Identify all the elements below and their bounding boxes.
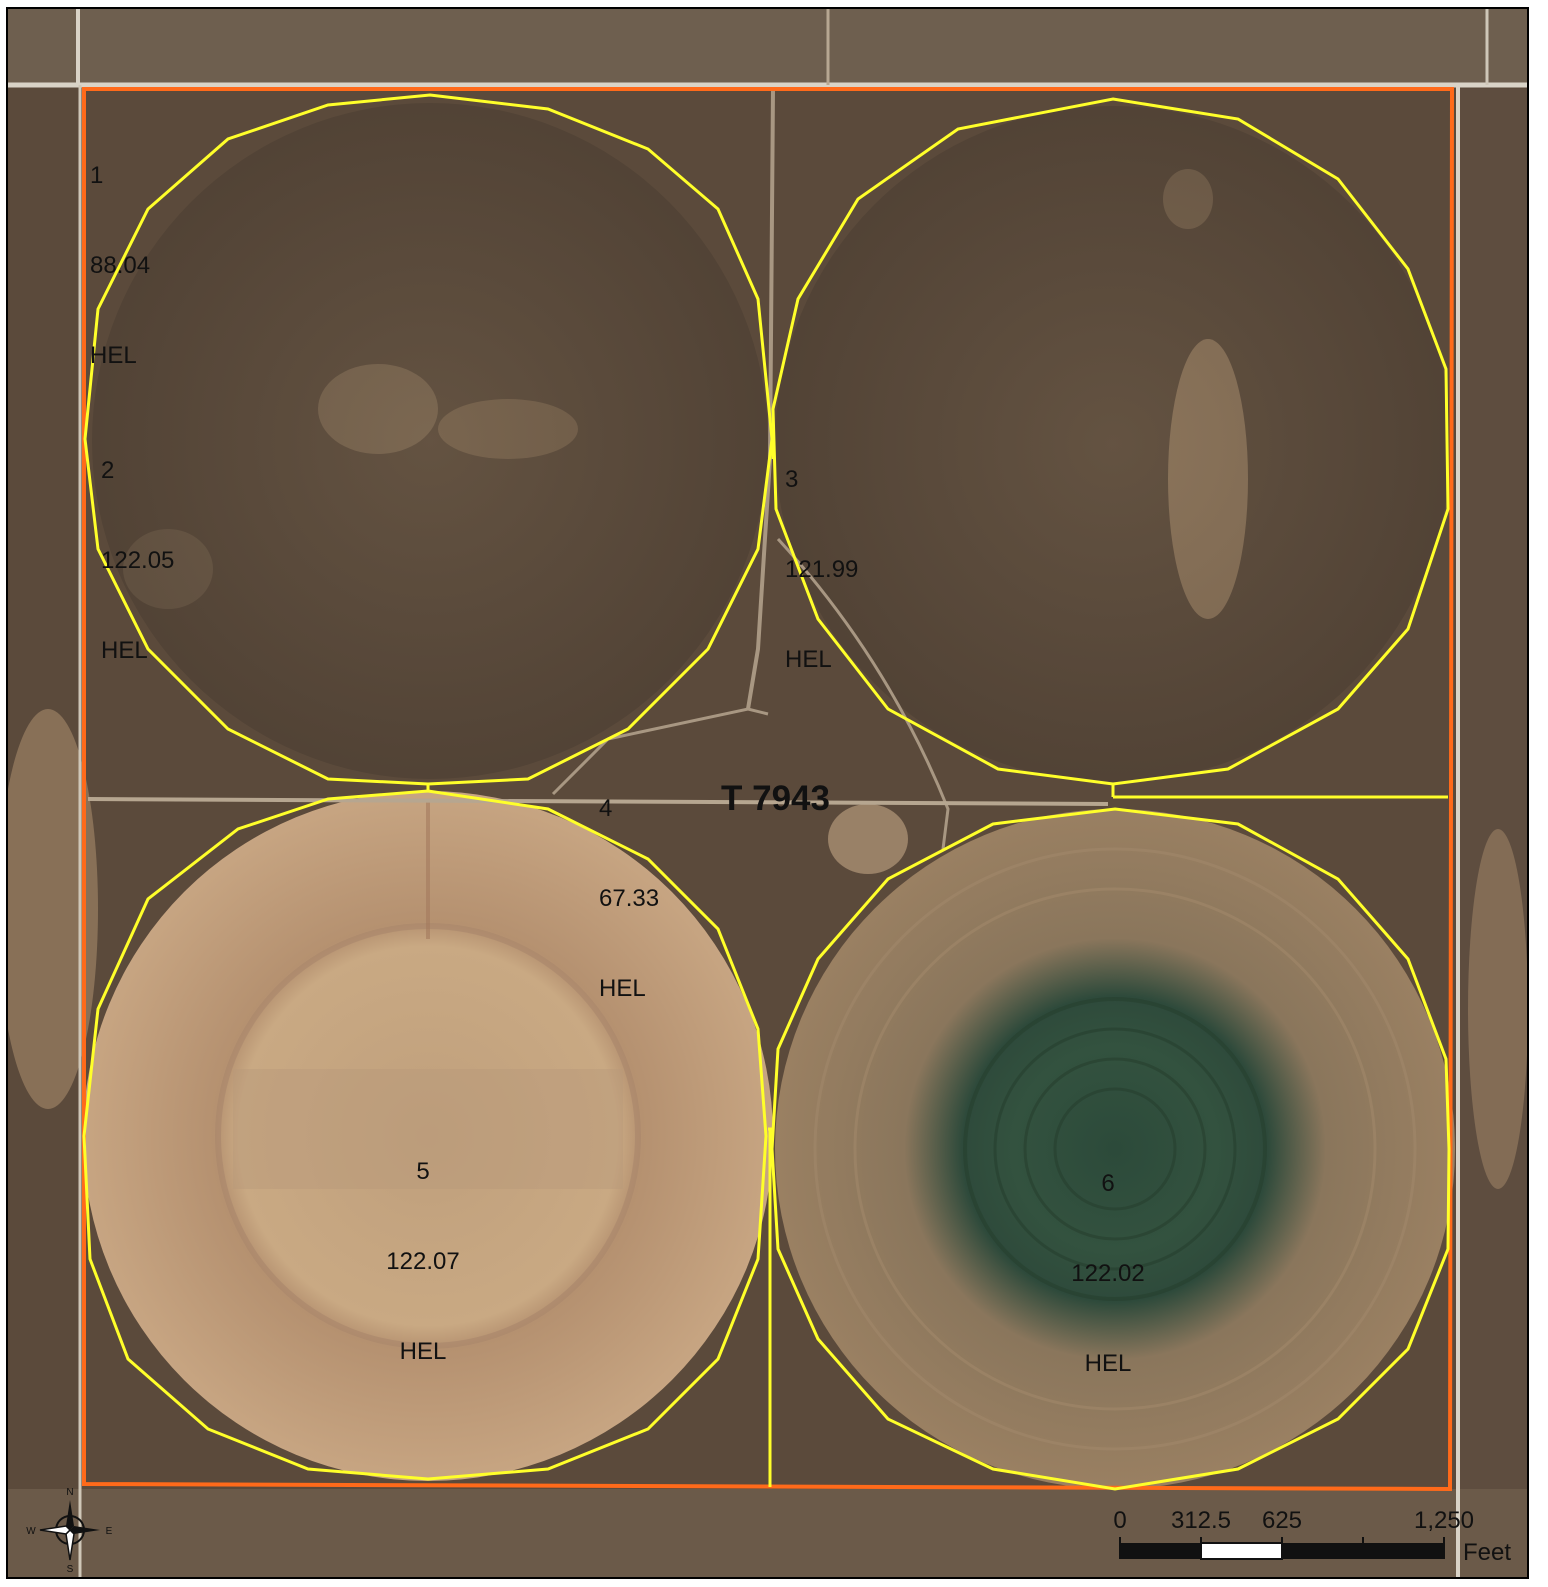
field-acres: 122.07: [386, 1248, 460, 1275]
field-acres: 122.05: [101, 547, 175, 574]
scale-tick-3: 1,250: [1413, 1507, 1475, 1534]
field-label-3: 3 121.99 HEL: [785, 405, 858, 735]
field-hel: HEL: [101, 637, 148, 664]
field-label-5: 5 122.07 HEL: [368, 1097, 478, 1427]
field-number: 2: [101, 457, 115, 484]
field-label-6: 6 122.02 HEL: [1053, 1109, 1163, 1439]
field-number: 5: [416, 1158, 430, 1185]
map-frame: 1 88.04 HEL 2 122.05 HEL 3 121.99 HEL 4 …: [6, 7, 1529, 1579]
field-acres: 121.99: [785, 556, 859, 583]
field-label-1: 1 88.04 HEL: [90, 101, 150, 431]
field-acres: 122.02: [1071, 1260, 1145, 1287]
field-hel: HEL: [785, 646, 832, 673]
field-hel: HEL: [90, 342, 137, 369]
field-acres: 67.33: [599, 885, 660, 912]
field-number: 4: [599, 795, 613, 822]
field-label-4: 4 67.33 HEL: [599, 734, 659, 1064]
field-acres: 88.04: [90, 252, 151, 279]
scale-bar: 0 312.5 625 1,250 Feet: [1108, 1507, 1527, 1577]
aerial-imagery: [8, 9, 1527, 1577]
field-hel: HEL: [1084, 1350, 1132, 1377]
scale-bar-graphic: [1119, 1537, 1445, 1560]
tract-label: T 7943: [721, 779, 830, 818]
field-number: 1: [90, 162, 104, 189]
scale-tick-0: 0: [1113, 1507, 1127, 1534]
field-hel: HEL: [399, 1338, 447, 1365]
field-number: 6: [1101, 1170, 1115, 1197]
scale-tick-1: 312.5: [1170, 1507, 1232, 1534]
scale-tick-2: 625: [1261, 1507, 1303, 1534]
compass-n: N: [66, 1487, 73, 1498]
compass-s: S: [67, 1564, 74, 1574]
field-number: 3: [785, 466, 799, 493]
field-label-2: 2 122.05 HEL: [101, 396, 174, 726]
compass-e: E: [106, 1526, 113, 1537]
compass-rose-icon: N S W E: [26, 1487, 113, 1574]
field-hel: HEL: [599, 975, 646, 1002]
compass-w: W: [26, 1526, 36, 1537]
scale-unit: Feet: [1463, 1539, 1512, 1566]
